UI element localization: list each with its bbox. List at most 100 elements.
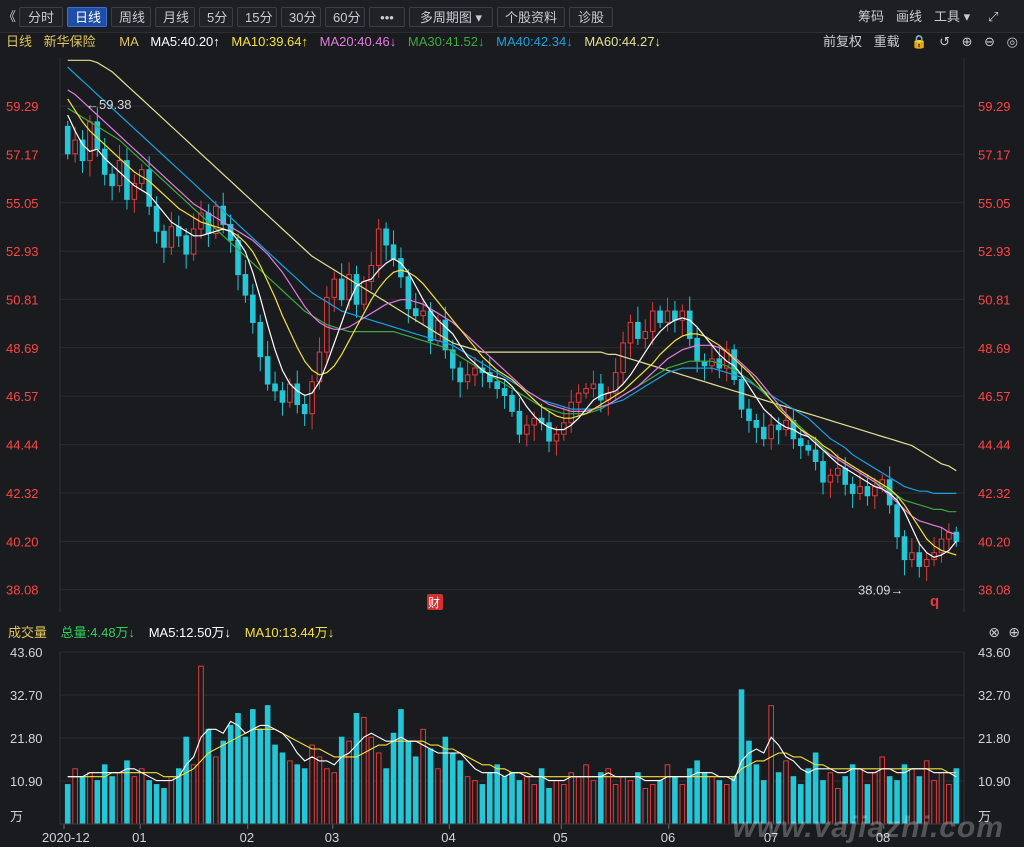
tab-6[interactable]: 30分: [281, 7, 321, 27]
volume-bar: [109, 776, 115, 825]
price-chart[interactable]: 59.29 59.29 57.17 57.17 55.05 55.05 52.93 52.93…: [0, 52, 1024, 620]
candle-body: [909, 552, 915, 561]
expand-icon[interactable]: ◎: [1006, 34, 1018, 49]
volume-bar: [561, 784, 567, 825]
volume-bar: [383, 768, 389, 825]
volume-bar: [524, 776, 530, 825]
volume-bar: [709, 776, 715, 825]
tab-9[interactable]: 多周期图 ▾: [409, 7, 493, 27]
volume-bar: [509, 772, 515, 825]
candle-body: [753, 419, 760, 428]
volume-bar: [612, 784, 619, 825]
candle-body: [857, 486, 863, 494]
volume-bar: [412, 756, 419, 825]
volume-bar: [442, 736, 449, 825]
price-tick-right: 50.81: [978, 292, 1011, 307]
candle-body: [901, 536, 908, 561]
candle-body: [672, 310, 678, 321]
zoom-out-icon[interactable]: ⊖: [984, 34, 996, 49]
ma10-value: MA10:39.64↑: [231, 34, 309, 49]
candle-body: [109, 173, 115, 187]
tab-0[interactable]: 分时: [19, 7, 63, 27]
volume-bar: [435, 768, 441, 825]
volume-bar: [575, 776, 582, 825]
fullscreen-icon[interactable]: ⤢: [988, 9, 999, 24]
volume-bar: [87, 772, 93, 825]
candle-body: [87, 121, 93, 162]
volume-bar: [153, 784, 160, 825]
candle-body: [72, 139, 78, 155]
tab-2[interactable]: 周线: [111, 7, 151, 27]
adjust-button[interactable]: 前复权: [822, 34, 862, 49]
volume-bar: [294, 764, 301, 825]
volume-bar: [338, 736, 345, 825]
price-tick-right: 44.44: [978, 438, 1011, 453]
tab-8[interactable]: •••: [369, 7, 405, 27]
tab-3[interactable]: 月线: [155, 7, 195, 27]
add-indicator-icon[interactable]: ⊕: [1008, 624, 1020, 640]
zoom-in-icon[interactable]: ⊕: [961, 34, 973, 49]
price-tick-right: 46.57: [978, 389, 1011, 404]
price-tick-right: 38.08: [978, 583, 1011, 598]
volume-bar: [672, 776, 678, 825]
tools-menu[interactable]: 工具 ▾: [934, 9, 971, 24]
tab-1[interactable]: 日线: [67, 7, 107, 27]
close-icon[interactable]: ⊗: [988, 624, 1000, 640]
price-tick-right: 48.69: [978, 341, 1011, 356]
draw-line-button[interactable]: 画线: [896, 9, 923, 24]
candle-body: [183, 235, 189, 255]
reset-button[interactable]: 重载: [873, 34, 900, 49]
ma5-value: MA5:40.20↑: [150, 34, 220, 49]
volume-bar: [427, 748, 434, 825]
candle-body: [509, 394, 515, 412]
price-tick-left: 48.69: [6, 341, 39, 356]
candle-body: [827, 474, 834, 483]
volume-tick-right: 21.80: [978, 731, 1011, 746]
price-bg: [0, 52, 1024, 620]
volume-bar: [635, 772, 641, 825]
volume-chart[interactable]: 43.60 43.60 32.70 32.70 21.80 21.80 10.90 10.90…: [0, 644, 1024, 847]
x-tick-label: 02: [240, 830, 254, 845]
candle-body: [398, 258, 404, 278]
volume-bar: [590, 780, 597, 825]
candle-body: [568, 401, 575, 424]
tab-10[interactable]: 个股资料: [497, 7, 565, 27]
candle-body: [686, 310, 693, 339]
candle-body: [449, 349, 456, 369]
candle-body: [331, 278, 338, 298]
x-tick-label: 07: [764, 830, 778, 845]
candle-body: [612, 372, 619, 394]
tab-4[interactable]: 5分: [199, 7, 233, 27]
candle-body: [235, 239, 241, 276]
volume-bar: [205, 728, 212, 825]
candle-body: [464, 374, 471, 383]
candle-body: [250, 294, 256, 323]
x-tick-label: 01: [132, 830, 146, 845]
volume-bar: [486, 772, 493, 825]
candle-body: [701, 360, 708, 367]
candle-body: [442, 319, 449, 351]
candle-body: [146, 169, 152, 207]
price-tick-right: 52.93: [978, 244, 1011, 259]
candle-body: [116, 160, 123, 187]
chips-button[interactable]: 筹码: [858, 9, 885, 24]
undo-icon[interactable]: ↺: [939, 34, 950, 49]
candle-body: [190, 228, 197, 255]
volume-tick-right: 万: [978, 809, 991, 824]
volume-tick-right: 10.90: [978, 774, 1011, 789]
tab-11[interactable]: 诊股: [569, 7, 613, 27]
price-tick-left: 46.57: [6, 389, 39, 404]
lock-icon[interactable]: 🔒: [911, 34, 928, 49]
tab-7[interactable]: 60分: [325, 7, 365, 27]
finance-marker: 财: [428, 596, 440, 610]
volume-bar: [553, 780, 560, 825]
volume-bar: [331, 772, 338, 825]
tab-5[interactable]: 15分: [237, 7, 277, 27]
candle-body: [435, 319, 441, 342]
back-icon[interactable]: 《: [3, 9, 17, 24]
volume-bar: [146, 780, 152, 825]
candle-body: [590, 383, 597, 390]
volume-ma10: MA10:13.44万↓: [244, 625, 335, 640]
candle-body: [375, 228, 382, 266]
x-tick-label: 05: [553, 830, 567, 845]
